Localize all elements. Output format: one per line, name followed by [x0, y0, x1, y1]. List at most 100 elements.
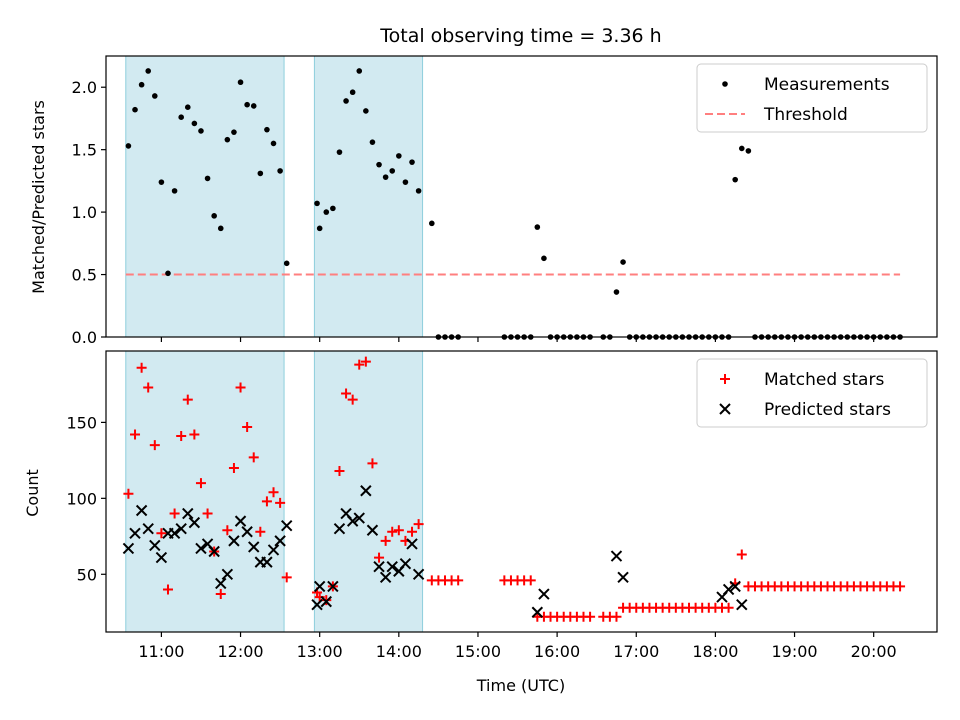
data-point: [389, 168, 396, 174]
data-point: [195, 478, 206, 489]
data-point: [320, 595, 332, 608]
data-point: [333, 523, 346, 535]
data-point: [168, 527, 181, 539]
data-point: [125, 143, 132, 149]
data-point: [369, 139, 376, 145]
data-point: [406, 538, 418, 550]
data-point: [145, 68, 152, 74]
data-point: [189, 429, 200, 440]
data-point: [274, 535, 286, 547]
data-point: [228, 535, 240, 547]
data-point: [195, 542, 207, 555]
data-point: [281, 519, 293, 532]
data-point: [188, 516, 201, 529]
data-point: [283, 260, 290, 267]
data-point: [138, 81, 145, 88]
data-point: [343, 98, 349, 104]
data-point: [130, 429, 141, 440]
series-measurements: [125, 68, 903, 340]
data-point: [525, 575, 536, 586]
data-point: [453, 575, 464, 586]
data-point: [412, 568, 425, 580]
data-point: [182, 394, 193, 405]
data-point: [382, 174, 389, 180]
data-point: [402, 179, 409, 185]
data-point: [387, 526, 398, 537]
data-point: [171, 188, 178, 194]
data-point: [376, 161, 382, 168]
data-point: [327, 580, 339, 593]
y-tick-label: 0.0: [72, 328, 97, 347]
data-point: [162, 584, 173, 595]
series-predicted-stars: [122, 485, 748, 618]
x-tick-label: 17:00: [613, 642, 659, 661]
shaded-interval-1: [125, 350, 285, 633]
data-point: [723, 602, 734, 613]
legend-label: Measurements: [764, 75, 890, 95]
data-point: [248, 452, 259, 463]
data-point: [374, 552, 385, 563]
y-tick-label: 1.5: [72, 141, 97, 160]
data-point: [360, 356, 371, 367]
y-tick-label: 50: [77, 565, 97, 584]
y-tick-label: 150: [66, 413, 97, 432]
data-point: [215, 589, 226, 600]
legend-label: Predicted stars: [764, 400, 891, 420]
top-y-axis-label: Matched/Predicted stars: [29, 100, 48, 294]
data-point: [313, 580, 326, 593]
data-point: [248, 541, 260, 553]
data-point: [132, 106, 138, 113]
x-tick-label: 15:00: [455, 642, 501, 661]
data-point: [366, 524, 379, 536]
y-tick-label: 1.0: [72, 203, 97, 222]
data-point: [235, 382, 246, 393]
data-point: [264, 126, 270, 133]
data-point: [208, 545, 220, 558]
axes-frame: [105, 350, 938, 633]
x-tick-label: 20:00: [851, 642, 897, 661]
data-point: [217, 225, 224, 232]
data-point: [149, 440, 160, 451]
data-point: [336, 149, 343, 155]
legend-label: Threshold: [763, 105, 848, 125]
data-point: [341, 388, 352, 399]
data-point: [198, 128, 204, 134]
data-point: [261, 496, 272, 507]
data-point: [323, 209, 330, 215]
data-point: [211, 213, 217, 219]
data-point: [399, 557, 412, 570]
data-point: [393, 525, 404, 536]
data-point: [224, 136, 231, 143]
data-point: [241, 526, 253, 538]
data-point: [349, 89, 356, 96]
data-point: [386, 560, 398, 573]
data-point: [611, 611, 622, 622]
axes-frame: [105, 55, 938, 338]
data-point: [221, 568, 234, 580]
data-point: [165, 270, 171, 277]
data-point: [175, 523, 187, 535]
data-point: [182, 507, 194, 520]
data-point: [228, 462, 239, 473]
data-point: [321, 595, 332, 606]
data-point: [231, 129, 237, 135]
legend-marker-predicted: [719, 403, 731, 415]
shaded-interval-1: [125, 55, 285, 338]
data-point: [585, 611, 596, 622]
data-point: [729, 580, 741, 593]
data-point: [413, 519, 424, 530]
x-tick-label: 13:00: [297, 642, 343, 661]
data-point: [316, 225, 323, 232]
data-point: [379, 571, 392, 584]
data-point: [255, 526, 266, 537]
data-point: [895, 581, 906, 592]
data-point: [745, 148, 752, 154]
data-point: [270, 140, 277, 147]
series-matched-stars: [123, 356, 906, 622]
data-point: [314, 200, 320, 207]
x-tick-label: 16:00: [534, 642, 580, 661]
data-point: [129, 527, 141, 539]
data-point: [736, 549, 747, 560]
data-point: [237, 79, 244, 86]
